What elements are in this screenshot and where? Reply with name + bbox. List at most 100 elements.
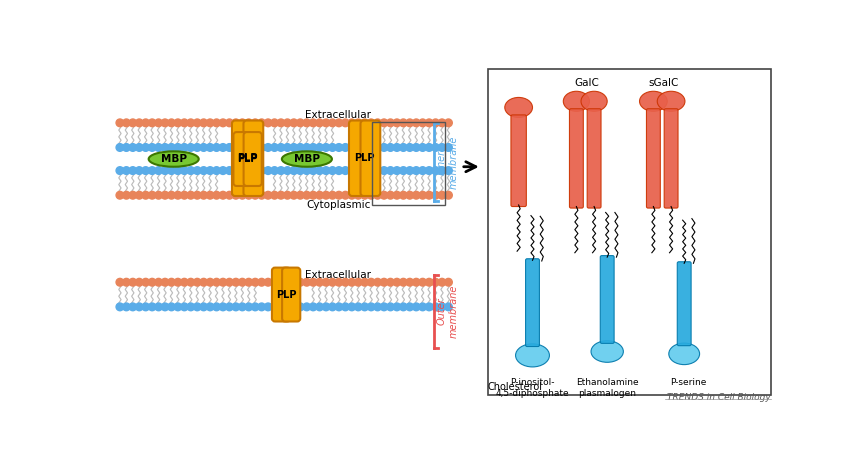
Circle shape [355, 303, 362, 311]
Circle shape [277, 167, 284, 174]
FancyBboxPatch shape [361, 121, 381, 196]
Circle shape [342, 191, 349, 199]
Circle shape [419, 278, 427, 286]
Circle shape [297, 144, 304, 151]
Circle shape [425, 191, 433, 199]
Circle shape [348, 278, 355, 286]
Circle shape [135, 191, 143, 199]
Circle shape [219, 278, 227, 286]
Circle shape [413, 191, 420, 199]
Circle shape [174, 167, 182, 174]
Text: Extracellular: Extracellular [305, 269, 371, 280]
Circle shape [432, 119, 440, 127]
Circle shape [323, 144, 330, 151]
Circle shape [419, 303, 427, 311]
Circle shape [277, 303, 284, 311]
Circle shape [277, 278, 284, 286]
Circle shape [161, 278, 169, 286]
Circle shape [174, 144, 182, 151]
Bar [488, 69, 772, 395]
Circle shape [244, 303, 252, 311]
Circle shape [238, 303, 246, 311]
Circle shape [432, 303, 440, 311]
Circle shape [406, 144, 414, 151]
Circle shape [355, 278, 362, 286]
Circle shape [368, 278, 375, 286]
Circle shape [251, 191, 259, 199]
Circle shape [445, 144, 453, 151]
Circle shape [387, 278, 394, 286]
Circle shape [238, 119, 246, 127]
Circle shape [316, 278, 323, 286]
Circle shape [180, 119, 188, 127]
Circle shape [219, 119, 227, 127]
Circle shape [284, 144, 291, 151]
FancyBboxPatch shape [282, 268, 300, 321]
Ellipse shape [657, 91, 685, 111]
Circle shape [232, 278, 239, 286]
Circle shape [193, 144, 201, 151]
Circle shape [400, 191, 407, 199]
FancyBboxPatch shape [525, 259, 539, 347]
Circle shape [329, 303, 336, 311]
Circle shape [122, 119, 130, 127]
Circle shape [348, 119, 355, 127]
Circle shape [199, 119, 207, 127]
Circle shape [368, 119, 375, 127]
Circle shape [187, 278, 194, 286]
Circle shape [180, 191, 188, 199]
Circle shape [438, 303, 446, 311]
Circle shape [425, 144, 433, 151]
Circle shape [129, 191, 137, 199]
Circle shape [180, 303, 188, 311]
Circle shape [290, 278, 297, 286]
Circle shape [187, 119, 194, 127]
Circle shape [219, 303, 227, 311]
Circle shape [271, 278, 278, 286]
Circle shape [187, 191, 194, 199]
Circle shape [425, 303, 433, 311]
Circle shape [232, 167, 239, 174]
Circle shape [142, 119, 149, 127]
Circle shape [303, 191, 310, 199]
Circle shape [303, 119, 310, 127]
Circle shape [257, 303, 265, 311]
Circle shape [419, 119, 427, 127]
Circle shape [400, 278, 407, 286]
Circle shape [374, 191, 381, 199]
Circle shape [251, 278, 259, 286]
FancyBboxPatch shape [647, 109, 661, 208]
Circle shape [154, 303, 162, 311]
Text: sGalC: sGalC [649, 78, 679, 88]
Circle shape [413, 144, 420, 151]
Text: PLP: PLP [276, 290, 297, 300]
Circle shape [161, 303, 169, 311]
Circle shape [206, 167, 214, 174]
Circle shape [225, 191, 233, 199]
FancyBboxPatch shape [600, 256, 614, 343]
Circle shape [380, 278, 388, 286]
Circle shape [244, 278, 252, 286]
Circle shape [122, 303, 130, 311]
FancyBboxPatch shape [349, 121, 368, 196]
Circle shape [264, 167, 272, 174]
Ellipse shape [516, 344, 550, 367]
Circle shape [212, 278, 220, 286]
Text: GalC: GalC [574, 78, 599, 88]
Circle shape [400, 144, 407, 151]
Circle shape [400, 119, 407, 127]
Circle shape [387, 167, 394, 174]
Circle shape [316, 167, 323, 174]
Ellipse shape [282, 151, 332, 167]
Circle shape [445, 167, 453, 174]
FancyBboxPatch shape [570, 109, 583, 208]
Circle shape [323, 303, 330, 311]
Circle shape [199, 278, 207, 286]
Circle shape [212, 144, 220, 151]
Circle shape [238, 191, 246, 199]
FancyBboxPatch shape [272, 268, 290, 321]
Circle shape [187, 303, 194, 311]
Circle shape [180, 167, 188, 174]
Circle shape [122, 278, 130, 286]
Circle shape [342, 278, 349, 286]
